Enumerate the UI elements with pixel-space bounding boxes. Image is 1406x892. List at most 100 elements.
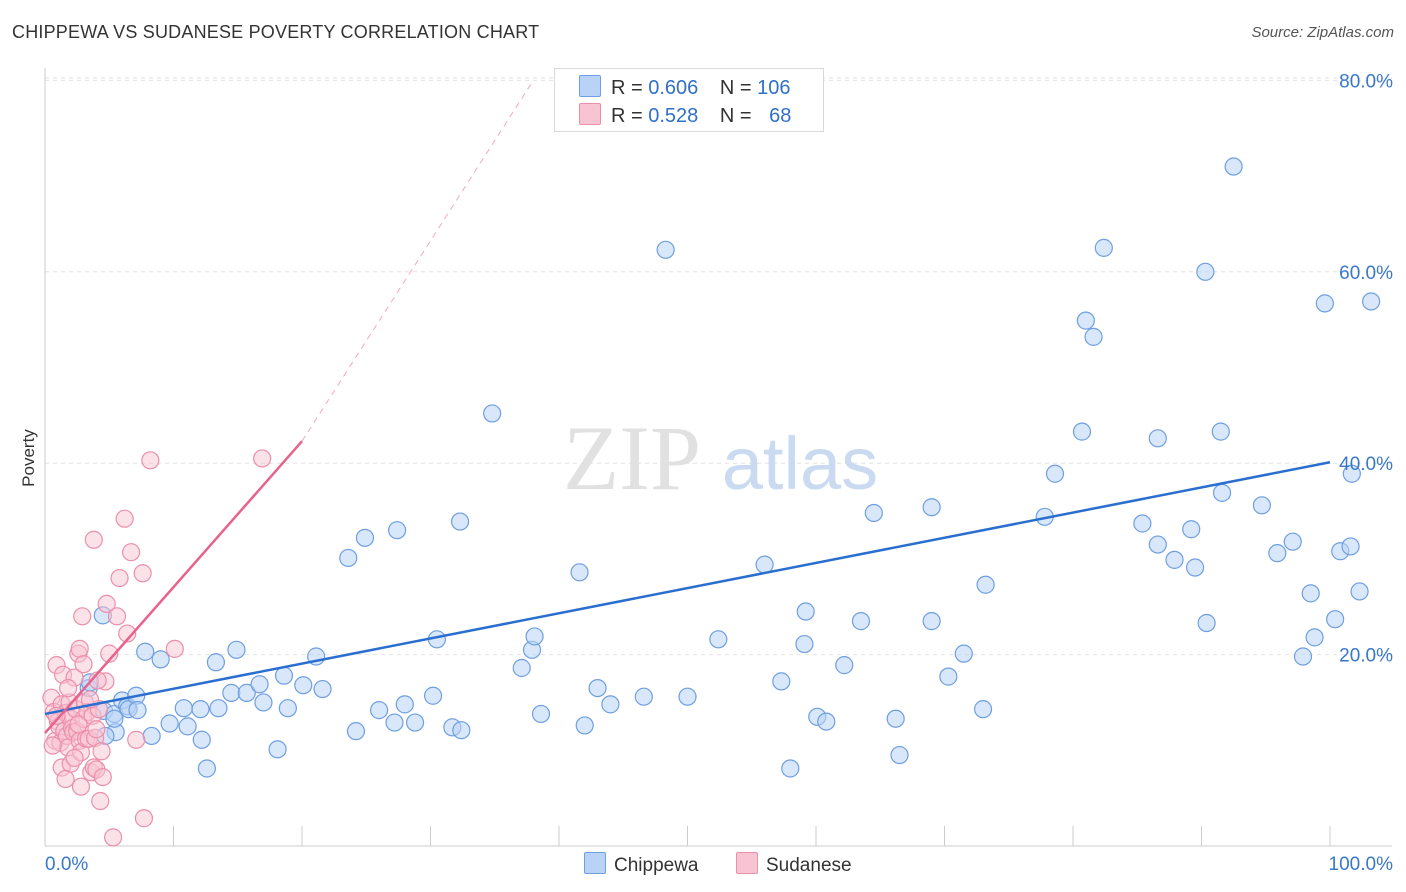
y-tick-label: 40.0%	[1339, 454, 1393, 475]
sudanese-point	[127, 730, 146, 749]
chippewa-point	[939, 667, 958, 686]
chippewa-point	[1076, 311, 1095, 330]
chippewa-point	[1133, 514, 1152, 533]
chippewa-point	[772, 672, 791, 691]
chippewa-point	[209, 699, 228, 718]
n-label: N =	[719, 77, 752, 99]
chippewa-point	[370, 701, 389, 720]
chippewa-point	[395, 695, 414, 714]
y-axis-label: Poverty	[19, 429, 38, 487]
chippewa-point	[954, 644, 973, 663]
r-label: R =	[611, 105, 643, 127]
sudanese-point	[115, 509, 134, 528]
chippewa-point	[1094, 238, 1113, 257]
y-tick-label: 80.0%	[1339, 71, 1393, 92]
chippewa-point	[922, 498, 941, 517]
sudanese-point	[73, 607, 92, 626]
chippewa-point	[452, 721, 471, 740]
chippewa-trend-line	[44, 461, 1331, 716]
sudanese-point	[165, 639, 184, 658]
sudanese-point	[104, 828, 123, 847]
axis-layer	[44, 68, 1392, 847]
chippewa-point	[268, 740, 287, 759]
chippewa-point	[254, 693, 273, 712]
sudanese-point	[65, 748, 84, 768]
chippewa-point	[192, 730, 211, 749]
sudanese-point	[74, 655, 93, 674]
sudanese-point	[84, 530, 103, 549]
chippewa-legend-swatch	[584, 852, 606, 874]
chippewa-point	[678, 687, 697, 706]
sudanese-trend-line	[44, 440, 303, 734]
chippewa-point	[886, 709, 905, 728]
n-value: 106	[757, 77, 791, 99]
chippewa-point	[973, 700, 993, 719]
sudanese-point	[87, 720, 106, 739]
sudanese-point	[91, 791, 110, 811]
chippewa-point	[274, 666, 294, 685]
chippewa-point	[864, 503, 883, 523]
chippewa-point	[1342, 464, 1361, 483]
sudanese-trend-extension	[301, 80, 534, 442]
chippewa-point	[450, 512, 470, 531]
chippewa-point	[795, 634, 814, 654]
chippewa-point	[206, 653, 226, 672]
chippewa-point	[250, 675, 269, 694]
sudanese-point	[134, 809, 154, 828]
chippewa-point	[709, 630, 728, 649]
chippewa-point	[423, 686, 443, 705]
chippewa-point	[385, 713, 404, 732]
label-layer: 20.0% 40.0% 60.0% 80.0% 0.0% 100.0% Poverty	[19, 71, 1393, 875]
chippewa-point	[387, 521, 407, 540]
x-tick-label-min: 0.0%	[45, 854, 88, 875]
chippewa-point	[294, 676, 313, 695]
chippewa-point	[483, 404, 502, 423]
chippewa-point	[339, 548, 358, 568]
chippewa-point	[105, 709, 124, 728]
sudanese-point	[107, 607, 127, 626]
chippewa-point	[851, 612, 871, 631]
chippewa-point	[1268, 544, 1287, 563]
legend-row-sudanese: R = 0.528 N = 68	[579, 103, 791, 127]
sudanese-point	[56, 769, 75, 789]
r-value: 0.606	[648, 77, 699, 99]
chippewa-point	[1165, 550, 1184, 569]
sudanese-point	[92, 742, 111, 761]
chippewa-legend-label: Chippewa	[614, 855, 699, 876]
chippewa-point	[1197, 613, 1216, 633]
chippewa-point	[525, 627, 544, 646]
chippewa-point	[817, 712, 836, 731]
x-tick-label-max: 100.0%	[1329, 854, 1394, 875]
chippewa-point	[976, 575, 995, 594]
stats-legend: R = 0.606 N = 106 R = 0.528 N = 68	[554, 68, 824, 132]
chippewa-point	[1315, 294, 1334, 313]
sudanese-legend-label: Sudanese	[766, 855, 852, 876]
sudanese-point	[69, 715, 88, 734]
bottom-legend-chippewa: Chippewa	[584, 852, 699, 877]
chippewa-point	[1148, 535, 1167, 554]
r-label: R =	[611, 77, 643, 99]
chippewa-point	[142, 726, 161, 746]
y-tick-label: 20.0%	[1339, 646, 1393, 667]
r-value: 0.528	[648, 105, 699, 127]
sudanese-point	[71, 777, 91, 796]
chippewa-point	[278, 699, 297, 718]
sudanese-point	[97, 594, 116, 613]
chippewa-point	[1196, 262, 1215, 281]
chippewa-point	[1293, 647, 1313, 666]
sudanese-point	[118, 624, 137, 643]
trend-layer	[44, 80, 1331, 734]
chippewa-point	[1305, 628, 1324, 647]
n-value: 68	[769, 105, 792, 127]
chippewa-point	[174, 699, 193, 718]
chippewa-point	[178, 717, 197, 736]
n-label: N =	[719, 105, 752, 127]
chippewa-point	[222, 683, 241, 702]
watermark: ZIP atlas	[563, 407, 878, 509]
chippewa-point	[1045, 464, 1065, 483]
chippewa-point	[191, 700, 210, 719]
chippewa-point	[781, 759, 800, 778]
chart-title: CHIPPEWA VS SUDANESE POVERTY CORRELATION…	[12, 22, 540, 42]
sudanese-point	[253, 449, 272, 468]
